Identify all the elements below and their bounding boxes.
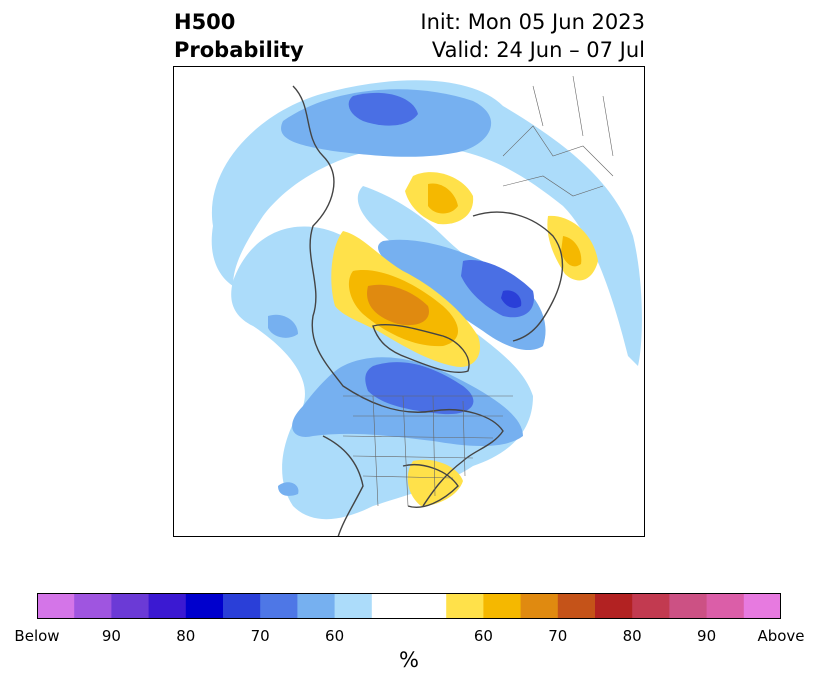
map-title: H500 Probability xyxy=(174,8,304,64)
colorbar-cell xyxy=(334,593,373,619)
colorbar-tick-label: 60 xyxy=(325,627,345,645)
colorbar-cell xyxy=(260,593,298,619)
probability-map xyxy=(173,66,645,537)
title-line-1: H500 xyxy=(174,10,236,34)
colorbar-cell xyxy=(446,593,484,619)
init-date: Init: Mon 05 Jun 2023 xyxy=(420,10,645,34)
above-normal-80-region xyxy=(367,284,429,326)
colorbar-cell xyxy=(595,593,633,619)
colorbar-cell xyxy=(111,593,150,619)
colorbar-tick-label: 90 xyxy=(101,627,121,645)
colorbar-cell xyxy=(669,593,708,619)
colorbar-tick-label: 80 xyxy=(176,627,196,645)
colorbar-cell xyxy=(706,593,745,619)
colorbar-tick-label: 70 xyxy=(250,627,270,645)
colorbar-cell xyxy=(483,593,522,619)
colorbar-cell xyxy=(74,593,112,619)
colorbar-cell xyxy=(148,593,187,619)
colorbar-unit: % xyxy=(399,648,419,672)
colorbar-cell xyxy=(37,593,75,619)
colorbar-cell xyxy=(520,593,559,619)
colorbar-cell xyxy=(297,593,336,619)
colorbar-cell xyxy=(632,593,670,619)
colorbar-tick-label: Above xyxy=(757,627,805,645)
colorbar-cell xyxy=(409,593,447,619)
colorbar-tick-label: 70 xyxy=(548,627,568,645)
title-line-2: Probability xyxy=(174,38,304,62)
forecast-dates: Init: Mon 05 Jun 2023 Valid: 24 Jun – 07… xyxy=(420,8,645,64)
colorbar-cell xyxy=(557,593,596,619)
valid-range: Valid: 24 Jun – 07 Jul xyxy=(431,38,645,62)
colorbar-cell xyxy=(223,593,261,619)
colorbar-tick-label: 80 xyxy=(622,627,642,645)
colorbar-cell xyxy=(371,593,410,619)
coastlines xyxy=(292,85,564,537)
colorbar-frame xyxy=(37,593,781,619)
below-normal-90-region xyxy=(501,290,522,309)
colorbar xyxy=(37,593,781,619)
colorbar-cell xyxy=(185,593,224,619)
map-frame xyxy=(173,66,645,537)
colorbar-tick-label: Below xyxy=(14,627,60,645)
colorbar-cell xyxy=(743,593,781,619)
colorbar-tick-label: 90 xyxy=(697,627,717,645)
colorbar-tick-label: 60 xyxy=(473,627,493,645)
borders xyxy=(342,75,614,507)
